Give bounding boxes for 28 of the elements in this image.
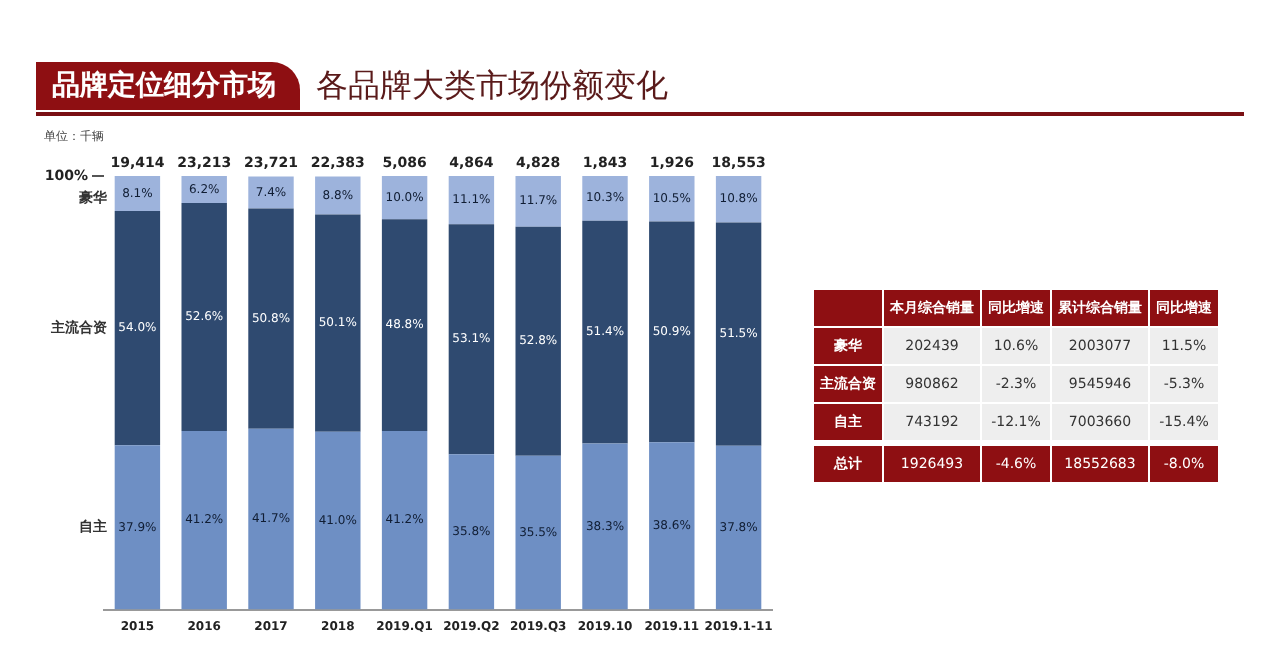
bar	[181, 430, 227, 610]
bar	[381, 219, 428, 431]
bar	[114, 211, 161, 446]
bar	[649, 176, 695, 222]
bar	[448, 176, 495, 225]
bar	[315, 431, 361, 610]
bar	[248, 428, 294, 610]
bar	[582, 220, 628, 444]
chart-title: 各品牌大类市场份额变化	[316, 65, 668, 107]
bar	[515, 226, 561, 456]
bar	[181, 202, 227, 431]
bar	[649, 221, 695, 443]
bar	[649, 442, 695, 610]
bar	[515, 176, 561, 227]
bar	[315, 176, 361, 215]
bar	[715, 445, 762, 610]
chart-subtitle: 品牌定位细分市场	[36, 62, 300, 110]
bar	[582, 176, 628, 221]
bar	[448, 224, 495, 455]
bar	[248, 208, 294, 429]
bar	[381, 430, 428, 610]
bar	[248, 176, 294, 209]
bar	[448, 454, 495, 610]
bar	[315, 214, 361, 432]
bar	[715, 222, 762, 446]
bar	[582, 443, 628, 610]
bar	[114, 445, 161, 610]
bar	[515, 455, 561, 610]
